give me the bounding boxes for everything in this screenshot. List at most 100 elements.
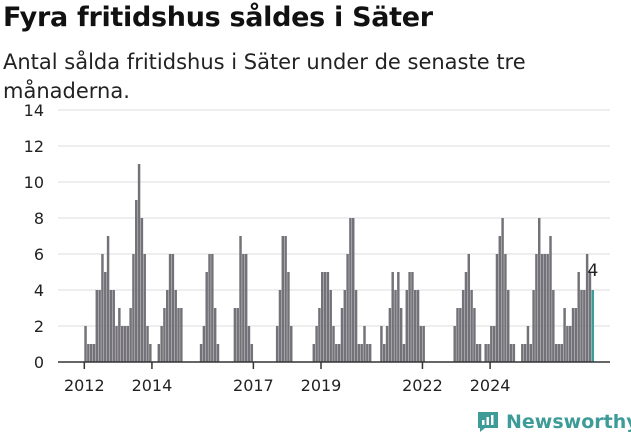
bar <box>411 272 414 362</box>
bar <box>129 308 132 362</box>
bar <box>137 164 141 362</box>
bar <box>115 326 118 362</box>
bar <box>583 290 586 362</box>
bar <box>383 344 386 362</box>
bar <box>585 254 589 362</box>
bar <box>208 254 211 362</box>
bar <box>563 308 566 362</box>
bar <box>323 272 327 362</box>
bar <box>571 308 575 362</box>
bar <box>166 290 169 362</box>
bar <box>87 344 90 362</box>
bar <box>247 326 251 362</box>
bar <box>557 344 561 362</box>
bar <box>360 344 363 362</box>
latest-value-label: 4 <box>588 261 599 281</box>
x-tick-label: 2014 <box>132 376 173 395</box>
bar <box>354 290 358 362</box>
bar <box>529 344 533 362</box>
bar <box>123 326 127 362</box>
bar <box>532 290 535 362</box>
bar <box>540 254 544 362</box>
bar <box>326 272 330 362</box>
bar <box>202 326 206 362</box>
y-tick-label: 14 <box>24 101 44 120</box>
chart-title: Fyra fritidshus såldes i Säter <box>3 2 433 33</box>
bar <box>554 344 558 362</box>
bar <box>171 254 175 362</box>
bar <box>566 326 569 362</box>
gridlines <box>58 109 610 327</box>
bar <box>321 272 324 362</box>
bar <box>394 290 397 362</box>
bar <box>211 254 214 362</box>
chart-subtitle: Antal sålda fritidshus i Säter under de … <box>3 50 526 103</box>
bar <box>538 218 541 362</box>
bar <box>335 344 338 362</box>
bar <box>368 344 372 362</box>
bar <box>244 254 248 362</box>
y-tick-label: 8 <box>34 209 44 228</box>
bar <box>346 254 349 362</box>
y-tick-label: 4 <box>34 281 44 300</box>
bar <box>352 218 355 362</box>
bar <box>405 290 409 362</box>
bar <box>332 326 335 362</box>
bar <box>470 290 473 362</box>
bar <box>168 254 172 362</box>
bar <box>89 344 93 362</box>
bar <box>512 344 516 362</box>
x-tick-label: 2024 <box>470 376 511 395</box>
bar <box>126 326 130 362</box>
bar <box>549 236 552 362</box>
y-tick-label: 2 <box>34 317 44 336</box>
bar <box>543 254 547 362</box>
bar <box>236 308 239 362</box>
bar <box>199 344 203 362</box>
bar <box>453 326 456 362</box>
bar <box>414 290 417 362</box>
bar <box>340 308 344 362</box>
bar <box>132 254 135 362</box>
bar <box>408 272 411 362</box>
brand-name: Newsworthy <box>506 411 631 433</box>
bar <box>473 308 476 362</box>
bar <box>363 326 366 362</box>
bar <box>233 308 237 362</box>
bar <box>478 344 482 362</box>
bar <box>487 344 490 362</box>
bar <box>492 326 496 362</box>
bar <box>104 272 107 362</box>
bar <box>157 344 161 362</box>
bar <box>501 218 504 362</box>
bar <box>467 254 471 362</box>
bar <box>174 290 177 362</box>
bar <box>180 308 183 362</box>
newsworthy-brand[interactable]: Newsworthy <box>476 408 631 436</box>
bar <box>275 326 279 362</box>
bar <box>84 326 87 362</box>
bar <box>588 272 592 362</box>
bar <box>507 290 510 362</box>
bar <box>250 344 254 362</box>
bar <box>574 308 578 362</box>
bar <box>366 344 369 362</box>
x-tick-label: 2017 <box>233 376 274 395</box>
x-tick-label: 2012 <box>64 376 105 395</box>
bar <box>95 290 99 362</box>
bar <box>163 308 166 362</box>
bar <box>380 326 383 362</box>
y-tick-label: 10 <box>24 173 44 192</box>
bar <box>146 326 149 362</box>
y-tick-label: 6 <box>34 245 44 264</box>
bar <box>523 344 527 362</box>
bar <box>106 236 110 362</box>
x-tick-label: 2022 <box>402 376 443 395</box>
y-tick-label: 12 <box>24 137 44 156</box>
bar <box>242 254 245 362</box>
bar <box>281 236 285 362</box>
bar <box>213 308 217 362</box>
bar <box>318 308 321 362</box>
bar-latest <box>591 290 595 362</box>
